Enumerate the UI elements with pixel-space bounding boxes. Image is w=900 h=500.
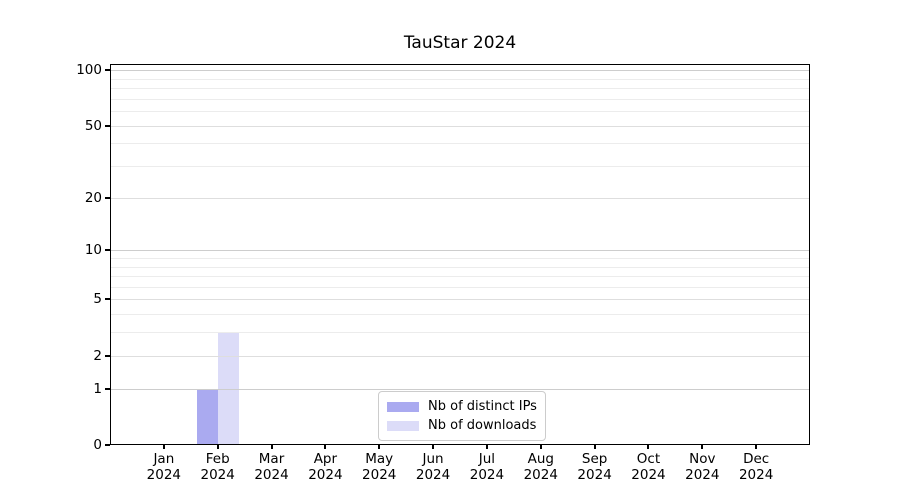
- minor-gridline: [110, 266, 810, 268]
- x-axis-tick-label: Mar 2024: [242, 451, 302, 483]
- month-label: Aug: [527, 451, 554, 467]
- x-axis-tick-label: Sep 2024: [565, 451, 625, 483]
- legend-swatch: [387, 420, 419, 431]
- year-label: 2024: [254, 467, 289, 483]
- year-label: 2024: [631, 467, 666, 483]
- legend-item: Nb of distinct IPs: [387, 398, 537, 415]
- minor-gridline: [110, 98, 810, 100]
- y-axis-tick-label: 10: [84, 242, 102, 259]
- legend-item-label: Nb of downloads: [428, 418, 537, 433]
- year-label: 2024: [415, 467, 451, 483]
- year-label: 2024: [200, 467, 235, 483]
- minor-gridline: [110, 257, 810, 259]
- major-gridline: [110, 197, 810, 199]
- y-axis-tick-label: 0: [93, 437, 102, 453]
- x-tick: [378, 445, 381, 449]
- x-tick: [755, 445, 758, 449]
- major-gridline: [110, 299, 810, 301]
- bar-distinct-ips: [196, 388, 218, 445]
- y-tick: [105, 444, 110, 446]
- legend-item-label: Nb of distinct IPs: [428, 399, 537, 414]
- y-tick: [105, 298, 110, 301]
- y-tick: [105, 354, 110, 357]
- y-axis-tick-label: 100: [76, 62, 102, 79]
- month-label: Jun: [422, 451, 444, 467]
- minor-gridline: [110, 286, 810, 288]
- x-tick: [701, 445, 704, 449]
- x-axis-tick-label: Jul 2024: [457, 451, 517, 483]
- minor-gridline: [110, 276, 810, 278]
- y-tick: [105, 387, 110, 390]
- month-label: Mar: [258, 451, 285, 467]
- x-tick: [324, 445, 327, 449]
- minor-gridline: [110, 166, 810, 168]
- year-label: 2024: [469, 467, 505, 483]
- year-label: 2024: [523, 467, 558, 483]
- x-tick: [270, 445, 273, 449]
- major-gridline: [110, 70, 810, 72]
- y-axis-tick-label: 20: [84, 189, 102, 206]
- y-tick: [105, 69, 110, 72]
- major-gridline: [110, 388, 810, 390]
- x-tick: [647, 445, 650, 449]
- x-tick: [485, 445, 488, 449]
- x-axis-tick-label: Aug 2024: [511, 451, 571, 483]
- y-axis-tick-label: 50: [84, 117, 102, 134]
- month-label: Feb: [205, 451, 230, 467]
- major-gridline: [110, 355, 810, 357]
- month-label: Jul: [478, 451, 496, 467]
- year-label: 2024: [577, 467, 612, 483]
- month-label: Dec: [743, 451, 770, 467]
- minor-gridline: [110, 143, 810, 145]
- year-label: 2024: [362, 467, 397, 483]
- x-axis-tick-label: Jan 2024: [134, 451, 194, 483]
- legend: Nb of distinct IPs Nb of downloads: [378, 391, 546, 441]
- year-label: 2024: [308, 467, 343, 483]
- month-label: Nov: [689, 451, 716, 467]
- x-axis-tick-label: Nov 2024: [672, 451, 732, 483]
- minor-gridline: [110, 332, 810, 334]
- minor-gridline: [110, 111, 810, 113]
- x-axis-tick-label: Oct 2024: [618, 451, 678, 483]
- year-label: 2024: [685, 467, 720, 483]
- y-axis-tick-label: 2: [93, 347, 102, 364]
- year-label: 2024: [146, 467, 182, 483]
- x-tick: [216, 445, 219, 449]
- x-axis-tick-label: Jun 2024: [403, 451, 463, 483]
- y-tick: [105, 249, 110, 252]
- y-tick: [105, 196, 110, 199]
- x-tick: [539, 445, 542, 449]
- minor-gridline: [110, 78, 810, 80]
- month-label: Jan: [153, 451, 175, 467]
- year-label: 2024: [738, 467, 774, 483]
- x-axis-tick-label: Dec 2024: [726, 451, 786, 483]
- x-axis-tick-label: Feb 2024: [188, 451, 248, 483]
- y-tick: [105, 124, 110, 127]
- chart-title: TauStar 2024: [403, 33, 517, 53]
- month-label: May: [365, 451, 394, 467]
- major-gridline: [110, 125, 810, 127]
- month-label: Sep: [581, 451, 608, 467]
- x-axis-tick-label: May 2024: [349, 451, 409, 483]
- major-gridline: [110, 250, 810, 252]
- y-axis-tick-label: 5: [93, 291, 102, 308]
- legend-item: Nb of downloads: [387, 417, 537, 434]
- x-tick: [162, 445, 165, 449]
- plot-area: 0 1 2 5 10 20 50 100 Jan 2024 Feb 2024 Mar 2024 Apr 202…: [76, 62, 810, 483]
- minor-gridline: [110, 88, 810, 90]
- month-label: Oct: [636, 451, 661, 467]
- x-tick: [593, 445, 596, 449]
- x-axis-tick-label: Apr 2024: [295, 451, 355, 483]
- minor-gridline: [110, 314, 810, 316]
- legend-swatch: [387, 401, 419, 412]
- y-axis-tick-label: 1: [93, 380, 102, 397]
- month-label: Apr: [313, 451, 338, 467]
- x-tick: [432, 445, 435, 449]
